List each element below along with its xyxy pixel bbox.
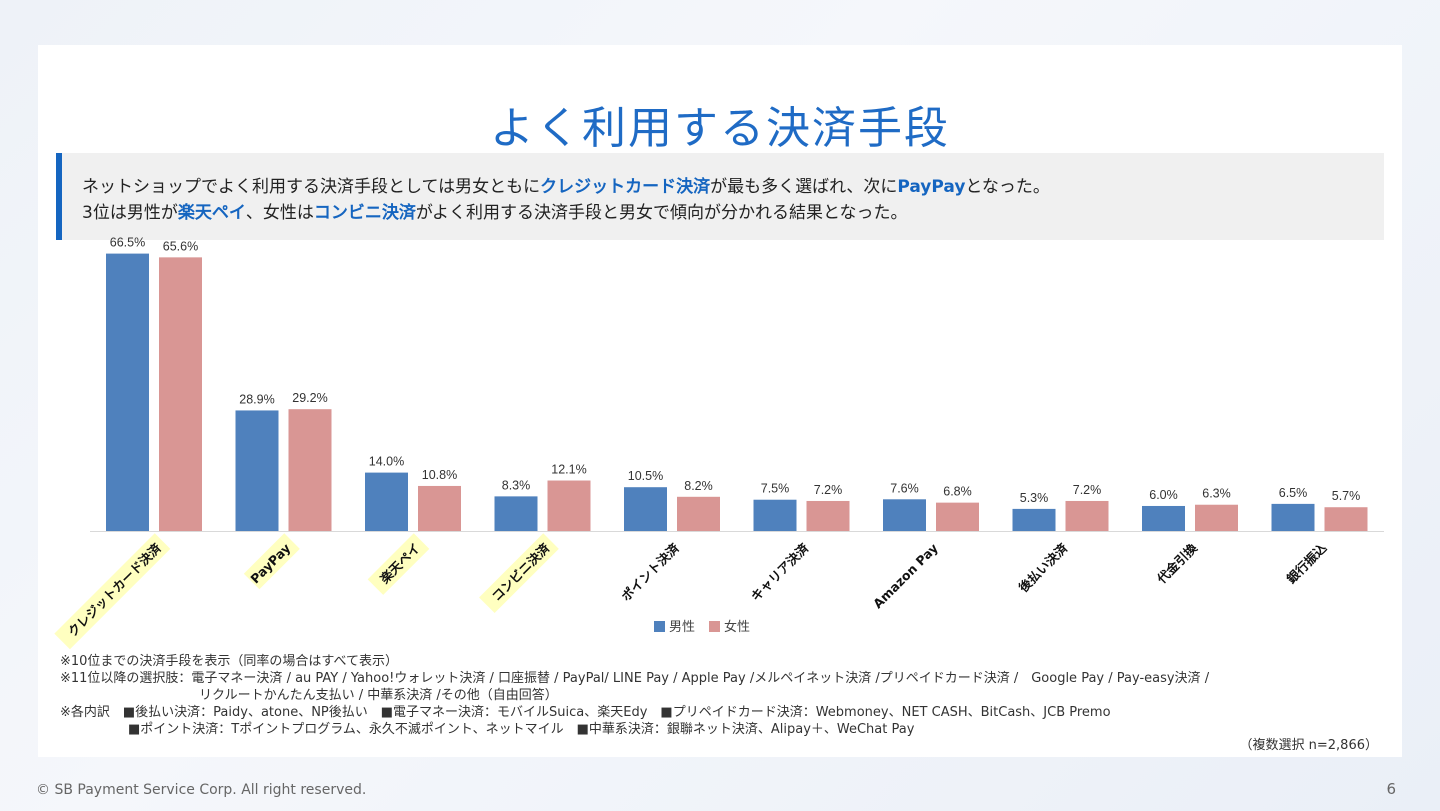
bar-female [159,257,202,531]
data-label: 6.5% [1279,486,1308,500]
footnotes: ※10位までの決済手段を表示（同率の場合はすべて表示） ※11位以降の選択肢：電… [60,653,1209,738]
category-label: 後払い決済 [1016,540,1071,595]
footnote-breakdown: ※各内訳 ■後払い決済：Paidy、atone、NP後払い ■電子マネー決済：モ… [60,705,1111,720]
bar-female [806,500,850,531]
footnote-other-options-cont: リクルートかんたん支払い / 中華系決済 /その他（自由回答） [199,688,558,703]
category-highlight [54,533,171,650]
category-label-group: PayPay [243,533,300,590]
category-label-group: Amazon Pay [870,540,941,611]
legend-label: 女性 [724,619,750,635]
category-highlight [479,533,559,614]
summary-highlight: クレジットカード決済 [540,177,711,197]
footnote-top10: ※10位までの決済手段を表示（同率の場合はすべて表示） [60,654,399,669]
summary-text: がよく利用する決済手段と男女で傾向が分かれる結果となった。 [415,203,908,223]
data-label: 14.0% [369,455,404,469]
data-label: 29.2% [292,391,327,405]
category-highlight [243,533,300,590]
data-label: 6.0% [1149,488,1178,502]
data-label: 5.7% [1332,489,1361,503]
data-label: 12.1% [551,463,586,477]
copyright: © SB Payment Service Corp. All right res… [36,782,367,798]
summary-box: ネットショップでよく利用する決済手段としては男女ともにクレジットカード決済が最も… [56,153,1384,240]
category-label-group: クレジットカード決済 [54,533,171,650]
data-label: 8.2% [684,479,713,493]
bar-male [235,410,279,531]
summary-text: ネットショップでよく利用する決済手段としては男女ともに [82,177,541,197]
data-label: 10.8% [422,468,457,482]
bar-male [106,253,149,531]
sample-size-note: （複数選択 n=2,866） [1239,738,1378,753]
data-label: 6.8% [943,485,972,499]
category-label: 銀行振込 [1283,540,1330,587]
summary-line-2: 3位は男性が楽天ペイ、女性はコンビニ決済がよく利用する決済手段と男女で傾向が分か… [82,198,907,223]
category-label-group: 後払い決済 [1016,540,1071,595]
category-label-group: ポイント決済 [618,540,682,604]
data-label: 7.5% [761,482,790,496]
page-number: 6 [1386,780,1396,798]
bar-male [1142,505,1185,531]
bar-female [1324,507,1368,531]
data-label: 10.5% [628,469,663,483]
summary-line-1: ネットショップでよく利用する決済手段としては男女ともにクレジットカード決済が最も… [82,172,1050,197]
data-label: 66.5% [110,236,145,250]
data-label: 5.3% [1020,491,1049,505]
bar-female [418,485,461,531]
bar-male [365,472,408,531]
bar-female [547,480,591,531]
category-label: 代金引換 [1153,540,1200,587]
legend-swatch [654,621,665,632]
category-label-group: 楽天ペイ [367,533,430,595]
slide-title: よく利用する決済手段 [490,103,950,154]
summary-text: 3位は男性が [82,203,178,223]
data-label: 7.6% [890,481,919,495]
bar-male [1271,503,1315,531]
bar-female [1065,500,1109,531]
data-label: 6.3% [1202,487,1231,501]
summary-text: となった。 [965,177,1050,197]
summary-highlight: コンビニ決済 [313,203,416,223]
data-label: 65.6% [163,239,198,253]
category-label-group: コンビニ決済 [479,533,559,614]
bar-female [1195,504,1238,531]
bar-female [677,496,720,531]
legend-label: 男性 [669,620,695,635]
summary-highlight: PayPay [897,177,966,197]
category-label-group: キャリア決済 [748,540,812,604]
category-label: コンビニ決済 [489,540,553,604]
data-label: 7.2% [814,483,843,497]
data-label: 7.2% [1073,483,1102,497]
category-label-group: 銀行振込 [1283,540,1330,587]
summary-text: が最も多く選ばれ、次に [710,177,898,197]
legend-swatch [709,621,720,632]
bar-male [494,496,538,531]
footnote-other-options: ※11位以降の選択肢：電子マネー決済 / au PAY / Yahoo!ウォレッ… [60,671,1210,686]
data-label: 28.9% [239,392,274,406]
category-label-group: 代金引換 [1153,540,1200,587]
bar-male [883,499,926,531]
category-highlight [367,533,430,595]
bar-female [288,409,332,531]
bar-female [936,502,979,531]
summary-highlight: 楽天ペイ [177,203,246,223]
category-label: ポイント決済 [618,540,682,604]
bar-male [753,499,797,531]
category-label: クレジットカード決済 [65,540,164,639]
category-label: キャリア決済 [748,540,812,604]
data-label: 8.3% [502,478,531,492]
footnote-breakdown-cont: ■ポイント決済：Tポイントプログラム、永久不滅ポイント、ネットマイル ■中華系決… [128,722,915,737]
summary-text: 、女性は [245,203,314,223]
category-label: 楽天ペイ [376,540,423,587]
category-label: Amazon Pay [870,540,941,611]
bar-male [624,487,667,531]
bar-male [1012,508,1056,531]
